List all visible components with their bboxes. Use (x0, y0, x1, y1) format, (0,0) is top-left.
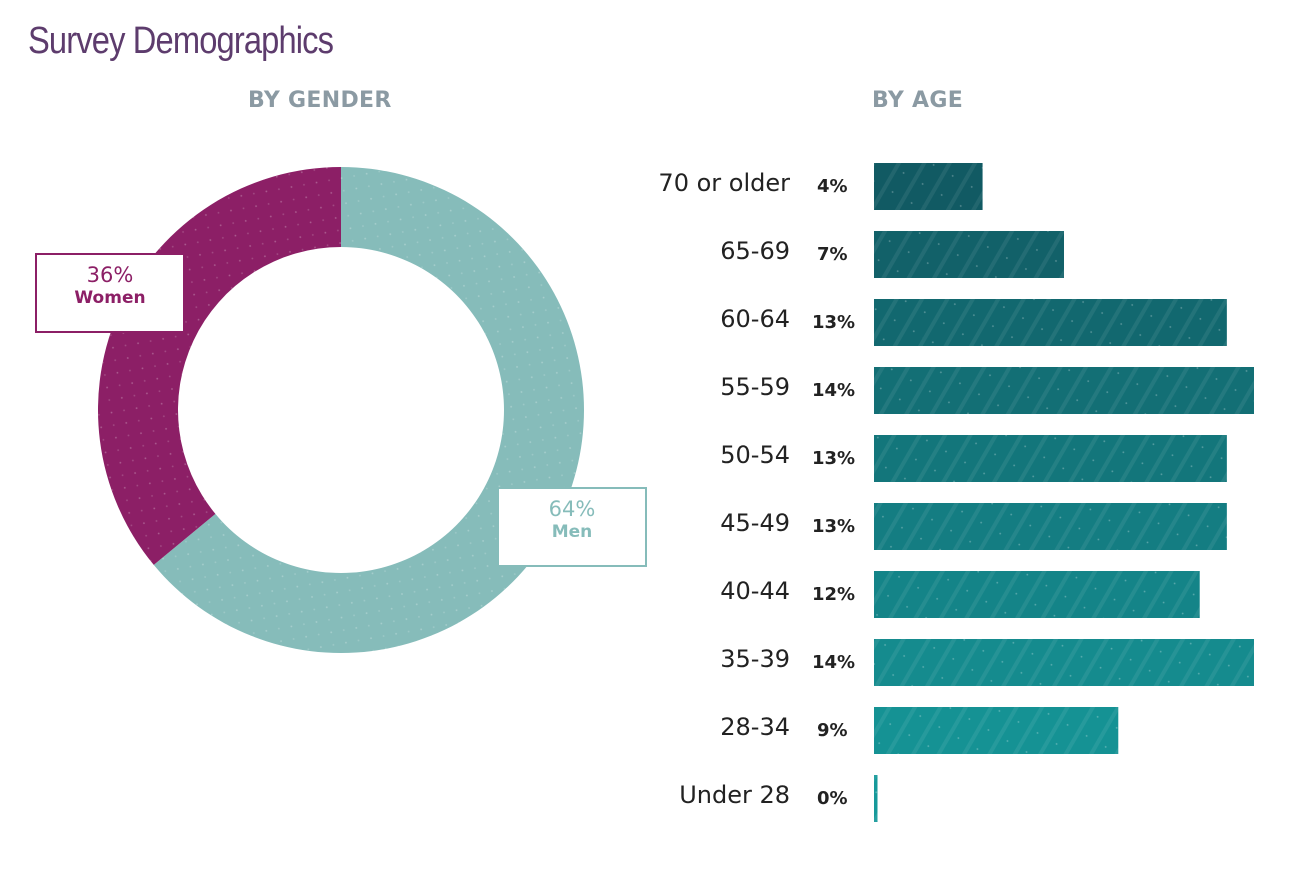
donut-slice-texture-women (97, 167, 341, 565)
age-value-label: 0% (817, 788, 848, 809)
age-category-label: 65-69 (720, 237, 790, 265)
age-value-label: 14% (812, 652, 856, 673)
age-value-label: 9% (817, 720, 848, 741)
bar-texture-28-34 (874, 707, 1119, 754)
women-percent: 36% (86, 263, 134, 287)
age-value-label: 12% (812, 584, 856, 605)
age-value-label: 14% (812, 380, 856, 401)
age-value-label: 4% (817, 176, 848, 197)
age-bars (874, 163, 1254, 822)
bar-texture-65-69 (874, 231, 1064, 278)
age-category-label: 55-59 (720, 373, 790, 401)
age-category-label: 45-49 (720, 509, 790, 537)
bar-texture-45-49 (874, 503, 1227, 550)
bar-texture-60-64 (874, 299, 1227, 346)
age-chart-title: BY AGE (872, 88, 964, 113)
age-category-label: Under 28 (679, 781, 790, 809)
bar-texture-40-44 (874, 571, 1200, 618)
age-category-label: 35-39 (720, 645, 790, 673)
men-percent: 64% (548, 497, 596, 521)
women-label-box: 36% Women (35, 253, 185, 333)
age-value-label: 13% (812, 516, 856, 537)
gender-chart-title: BY GENDER (248, 88, 392, 113)
age-value-label: 13% (812, 312, 856, 333)
age-category-label: 40-44 (720, 577, 790, 605)
page-title: Survey Demographics (28, 20, 334, 62)
age-value-label: 13% (812, 448, 856, 469)
bar-texture-50-54 (874, 435, 1227, 482)
bar-texture-55-59 (874, 367, 1254, 414)
bar-texture-35-39 (874, 639, 1254, 686)
bar-texture-70-or-older (874, 163, 983, 210)
bar-texture-under-28 (874, 775, 878, 822)
men-name: Men (551, 522, 593, 542)
age-category-label: 28-34 (720, 713, 790, 741)
age-category-label: 60-64 (720, 305, 790, 333)
men-label-box: 64% Men (497, 487, 647, 567)
donut-slice-texture-men (153, 167, 584, 654)
age-value-label: 7% (817, 244, 848, 265)
women-name: Women (74, 288, 146, 308)
age-category-label: 70 or older (658, 169, 790, 197)
age-category-label: 50-54 (720, 441, 790, 469)
